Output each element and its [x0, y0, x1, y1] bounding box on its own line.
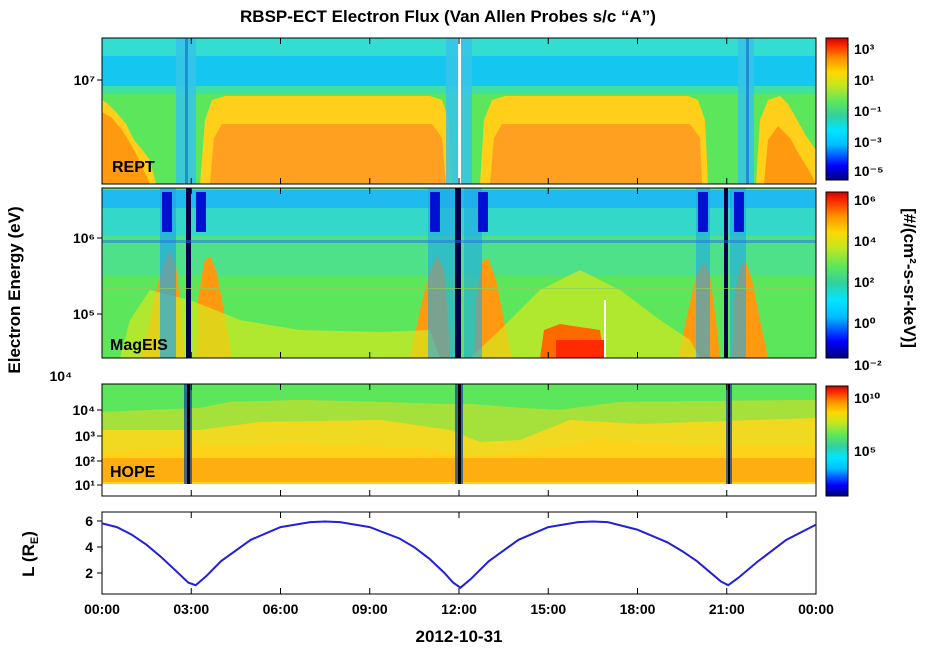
- hope-ytick: 10¹: [75, 477, 96, 493]
- lshell-ytick: 2: [85, 565, 93, 581]
- rept-colorbar: 10³ 10¹ 10⁻¹ 10⁻³ 10⁻⁵: [825, 37, 884, 181]
- mageis-colorbar: 10⁶ 10⁴ 10² 10⁰ 10⁻²: [825, 191, 882, 373]
- x-tick-label: 21:00: [709, 601, 745, 617]
- mageis-panel: 10⁶ 10⁵ MagEIS: [73, 187, 817, 359]
- hope-ytick-top: 10⁴: [50, 368, 73, 384]
- chart-title: RBSP-ECT Electron Flux (Van Allen Probes…: [240, 7, 656, 26]
- hope-ytick: 10⁴: [73, 402, 96, 418]
- x-tick-label: 03:00: [173, 601, 209, 617]
- hope-ytick: 10³: [75, 428, 96, 444]
- hope-label: HOPE: [110, 464, 156, 481]
- x-tick-label: 12:00: [441, 601, 477, 617]
- rept-spectrogram: [102, 38, 816, 184]
- mageis-cbar-tick: 10⁻²: [854, 357, 882, 373]
- rept-ytick: 10⁷: [74, 72, 96, 88]
- rept-cbar-tick: 10⁻³: [854, 134, 882, 150]
- hope-cbar-tick: 10¹⁰: [854, 390, 880, 406]
- colorbar-label: [#/(cm²-s-sr-keV)]: [900, 208, 919, 348]
- x-tick-label: 06:00: [263, 601, 299, 617]
- x-tick-label: 00:00: [798, 601, 834, 617]
- lshell-ylabel-main: L (R: [19, 544, 38, 577]
- hope-panel: 10⁴ 10³ 10² 10¹ HOPE: [73, 383, 817, 497]
- x-tick-label: 15:00: [530, 601, 566, 617]
- lshell-ytick: 4: [85, 539, 93, 555]
- mageis-cbar-tick: 10⁴: [854, 233, 877, 249]
- x-tick-label: 00:00: [84, 601, 120, 617]
- x-tick-label: 09:00: [352, 601, 388, 617]
- lshell-ylabel-sub: E: [29, 537, 41, 544]
- hope-ytick: 10²: [75, 453, 96, 469]
- mageis-cbar-tick: 10²: [854, 274, 875, 290]
- hope-spectrogram: [102, 384, 816, 496]
- rept-label: REPT: [112, 159, 155, 176]
- hope-cbar-tick: 10⁵: [854, 443, 876, 459]
- lshell-ylabel-close: ): [19, 531, 38, 537]
- hope-colorbar: 10¹⁰ 10⁵: [825, 385, 880, 497]
- y-axis-label: Electron Energy (eV): [5, 206, 24, 373]
- lshell-ytick: 6: [85, 513, 93, 529]
- x-axis: 00:00 03:00 06:00 09:00 12:00 15:00 18:00 21:00…: [84, 38, 834, 617]
- x-tick-label: 18:00: [620, 601, 656, 617]
- lshell-ylabel: L (RE): [19, 531, 41, 577]
- mageis-ytick: 10⁶: [73, 230, 95, 246]
- mageis-cbar-tick: 10⁰: [854, 315, 876, 331]
- rept-panel: 10⁷ REPT: [74, 37, 817, 185]
- lshell-panel: 6 4 2 L (RE): [19, 511, 817, 595]
- mageis-spectrogram: [102, 188, 816, 358]
- mageis-label: MagEIS: [110, 337, 168, 354]
- rept-cbar-tick: 10⁻⁵: [854, 163, 884, 179]
- rept-cbar-tick: 10⁻¹: [854, 103, 882, 119]
- rept-cbar-tick: 10³: [854, 41, 875, 57]
- rept-cbar-tick: 10¹: [854, 72, 875, 88]
- mageis-cbar-tick: 10⁶: [854, 192, 876, 208]
- lshell-series-line: [101, 520, 817, 589]
- x-axis-label: 2012-10-31: [416, 627, 503, 646]
- mageis-ytick: 10⁵: [73, 306, 95, 322]
